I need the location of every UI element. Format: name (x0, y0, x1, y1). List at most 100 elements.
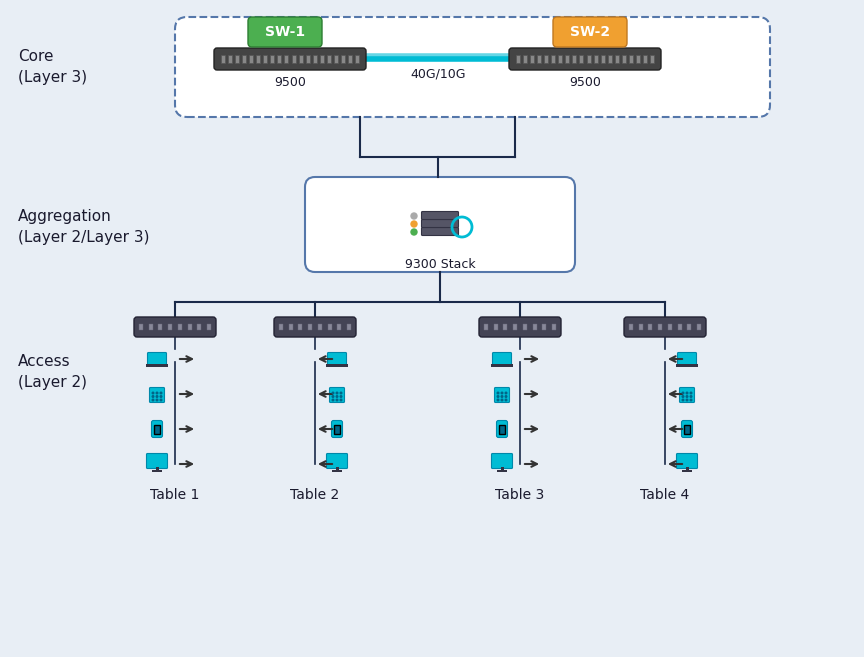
FancyBboxPatch shape (148, 353, 167, 365)
Bar (341, 55, 345, 63)
Circle shape (690, 396, 692, 397)
Bar (270, 55, 275, 63)
Circle shape (332, 392, 334, 394)
Bar (289, 324, 293, 330)
FancyBboxPatch shape (492, 353, 511, 365)
Text: Table 2: Table 2 (290, 488, 340, 502)
Bar (337, 324, 341, 330)
Circle shape (411, 229, 417, 235)
Bar (355, 55, 359, 63)
Text: 9500: 9500 (569, 76, 601, 89)
Bar (676, 364, 698, 367)
Bar (537, 55, 541, 63)
Text: Table 4: Table 4 (640, 488, 689, 502)
Circle shape (336, 396, 338, 397)
Bar (332, 470, 342, 472)
Bar (544, 55, 549, 63)
Circle shape (332, 396, 334, 397)
Bar (291, 55, 295, 63)
Bar (497, 470, 507, 472)
Circle shape (690, 392, 692, 394)
Text: Aggregation
(Layer 2/Layer 3): Aggregation (Layer 2/Layer 3) (18, 209, 149, 245)
FancyBboxPatch shape (154, 425, 160, 434)
FancyBboxPatch shape (422, 227, 459, 235)
Bar (298, 324, 302, 330)
Bar (500, 467, 504, 471)
Text: 9300 Stack: 9300 Stack (404, 258, 475, 271)
Bar (682, 470, 692, 472)
Circle shape (690, 399, 692, 401)
Circle shape (340, 396, 342, 397)
FancyBboxPatch shape (679, 388, 695, 403)
Bar (318, 324, 322, 330)
Bar (643, 55, 647, 63)
Circle shape (501, 396, 503, 397)
Bar (668, 324, 672, 330)
FancyBboxPatch shape (175, 17, 770, 117)
Bar (139, 324, 143, 330)
Bar (279, 324, 283, 330)
Circle shape (411, 221, 417, 227)
Bar (242, 55, 246, 63)
Bar (600, 55, 605, 63)
Bar (308, 324, 312, 330)
Bar (493, 324, 498, 330)
Bar (685, 467, 689, 471)
FancyBboxPatch shape (305, 177, 575, 272)
Bar (334, 55, 338, 63)
FancyBboxPatch shape (682, 420, 693, 438)
FancyBboxPatch shape (422, 219, 459, 227)
Circle shape (160, 399, 162, 401)
Bar (491, 364, 513, 367)
Bar (615, 55, 619, 63)
Circle shape (336, 392, 338, 394)
FancyBboxPatch shape (677, 453, 697, 468)
Circle shape (686, 392, 688, 394)
Circle shape (340, 392, 342, 394)
FancyBboxPatch shape (327, 453, 347, 468)
Circle shape (160, 396, 162, 397)
Text: Table 3: Table 3 (495, 488, 544, 502)
FancyBboxPatch shape (422, 212, 459, 219)
Circle shape (505, 396, 507, 397)
FancyBboxPatch shape (334, 425, 340, 434)
FancyBboxPatch shape (553, 17, 627, 47)
Text: 40G/10G: 40G/10G (410, 68, 466, 81)
Bar (607, 55, 612, 63)
FancyBboxPatch shape (274, 317, 356, 337)
Bar (235, 55, 239, 63)
Circle shape (332, 399, 334, 401)
Bar (257, 55, 260, 63)
Bar (347, 324, 351, 330)
Bar (187, 324, 192, 330)
Bar (648, 324, 652, 330)
Circle shape (411, 213, 417, 219)
Bar (677, 324, 682, 330)
FancyBboxPatch shape (151, 420, 162, 438)
Text: Access
(Layer 2): Access (Layer 2) (18, 354, 87, 390)
Bar (158, 324, 162, 330)
Text: SW-1: SW-1 (265, 25, 305, 39)
FancyBboxPatch shape (492, 453, 512, 468)
FancyBboxPatch shape (677, 353, 696, 365)
Bar (320, 55, 324, 63)
Bar (697, 324, 701, 330)
Bar (168, 324, 172, 330)
Bar (504, 324, 507, 330)
Bar (348, 55, 352, 63)
Bar (228, 55, 232, 63)
FancyBboxPatch shape (494, 388, 510, 403)
Bar (523, 55, 527, 63)
Bar (638, 324, 643, 330)
FancyBboxPatch shape (624, 317, 706, 337)
Circle shape (505, 399, 507, 401)
Bar (558, 55, 562, 63)
Circle shape (152, 392, 154, 394)
Bar (306, 55, 309, 63)
FancyBboxPatch shape (147, 453, 168, 468)
FancyBboxPatch shape (479, 317, 561, 337)
Bar (687, 324, 691, 330)
Bar (523, 324, 527, 330)
Bar (622, 55, 626, 63)
Bar (249, 55, 253, 63)
